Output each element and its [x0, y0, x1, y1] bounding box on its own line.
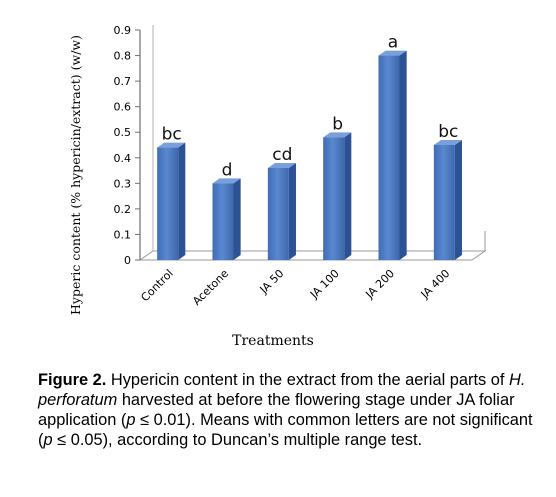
y-tick-label: 0.2 — [114, 203, 132, 216]
bar-side — [178, 142, 186, 260]
x-tick-label: Acetone — [190, 267, 231, 308]
bar-side — [399, 50, 407, 260]
figure-caption: Figure 2. Hypericin content in the extra… — [38, 370, 543, 450]
bar-side — [233, 178, 241, 260]
y-tick-label: 0.9 — [114, 24, 132, 37]
bar-side — [288, 163, 296, 260]
y-tick-label: 0.5 — [114, 126, 132, 139]
axes — [135, 25, 487, 261]
y-tick-label: 0 — [124, 254, 131, 267]
bar-top — [323, 132, 352, 138]
significance-label: b — [332, 114, 343, 134]
bar-top — [267, 163, 296, 168]
caption-p2: p — [43, 431, 53, 449]
bar — [267, 163, 296, 260]
bar-front — [212, 183, 234, 260]
bar-front — [433, 145, 455, 260]
significance-label: a — [388, 33, 398, 53]
caption-text-4: ≤ 0.05), according to Duncan’s multiple … — [52, 431, 423, 449]
bar-front — [323, 137, 345, 260]
x-tick-label: JA 400 — [418, 267, 453, 302]
chart-floor — [138, 250, 487, 261]
bar-top — [378, 50, 407, 56]
bar-top — [157, 142, 186, 148]
y-tick-label: 0.6 — [114, 101, 132, 114]
bar — [378, 50, 407, 260]
x-tick-label: JA 50 — [257, 267, 287, 297]
bar — [157, 142, 186, 260]
significance-label: cd — [272, 145, 292, 165]
y-tick-label: 0.3 — [114, 177, 132, 190]
bar-front — [378, 55, 400, 260]
y-tick-label: 0.8 — [114, 50, 132, 63]
caption-text-2: harvested at before the flowering stage … — [38, 391, 515, 429]
x-tick-label: JA 100 — [307, 267, 342, 302]
bar-side — [344, 132, 352, 260]
bar — [323, 132, 352, 260]
significance-label: d — [222, 160, 233, 180]
caption-label: Figure 2. — [38, 371, 107, 389]
caption-text-3: ≤ 0.01). Means with common letters are n… — [38, 411, 533, 449]
bar-chart: 0 0.1 0.2 0.3 0.4 0.5 0.6 0.7 0.8 0.9 bc Control d Ac… — [68, 24, 487, 349]
bar-front — [157, 147, 179, 260]
x-tick-label: JA 200 — [362, 267, 397, 302]
y-tick-label: 0.7 — [114, 75, 132, 88]
bar-side — [454, 140, 462, 260]
bar — [433, 140, 462, 260]
x-axis-title: Treatments — [232, 333, 314, 349]
bar-front — [267, 168, 289, 260]
bar-top — [212, 178, 241, 184]
significance-label: bc — [438, 122, 458, 142]
caption-species: H. perforatum — [38, 371, 526, 409]
x-tick-label: Control — [138, 267, 175, 304]
caption-p1: p — [126, 411, 136, 429]
y-tick-label: 0.1 — [114, 228, 132, 241]
y-tick-label: 0.4 — [114, 152, 132, 165]
bar-top — [433, 140, 462, 145]
bar — [212, 178, 241, 260]
significance-label: bc — [162, 125, 182, 145]
caption-text-1: Hypericin content in the extract from th… — [106, 371, 509, 389]
y-axis-title: Hyperic content (% hypericin/extract) (w… — [68, 35, 83, 315]
bars — [157, 50, 462, 260]
